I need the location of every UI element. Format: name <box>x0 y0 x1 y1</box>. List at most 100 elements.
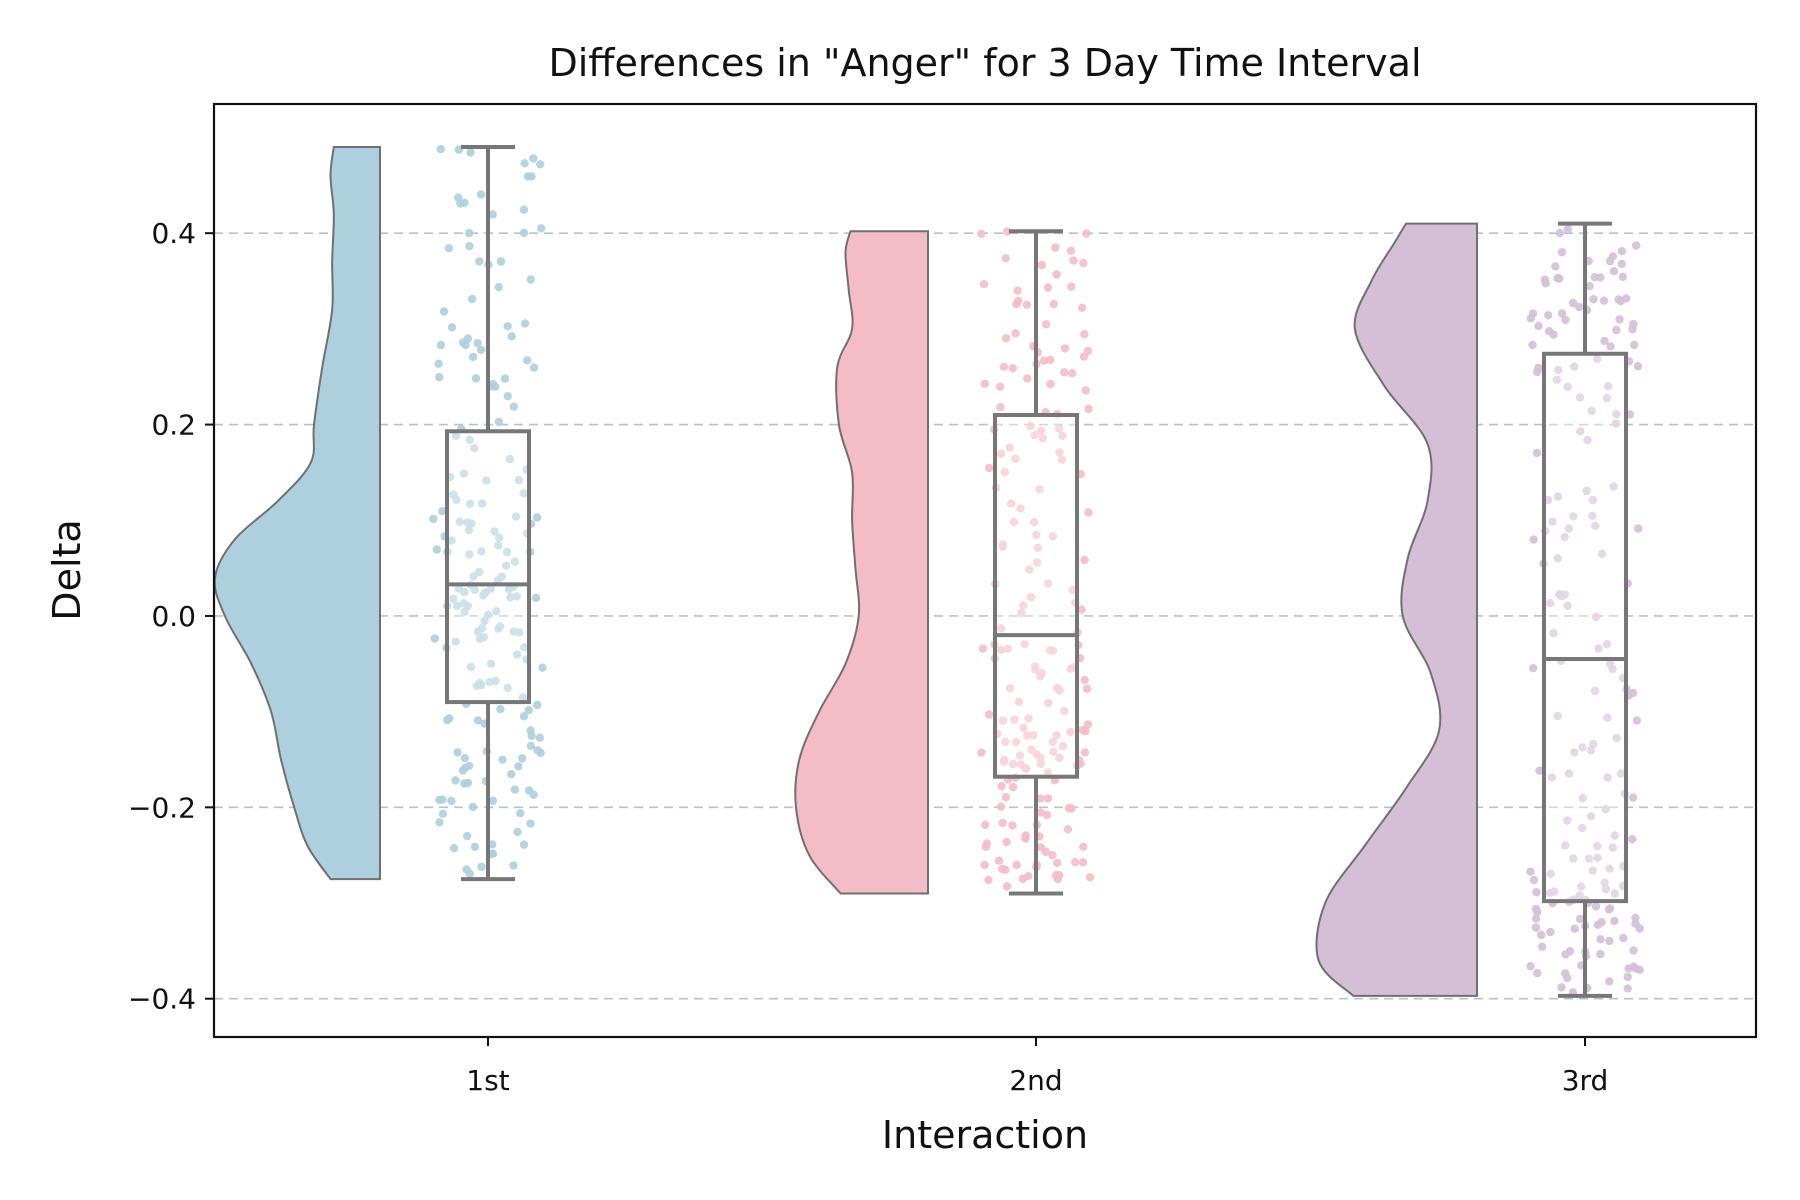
jitter-point <box>1591 612 1601 622</box>
jitter-point <box>1616 769 1626 778</box>
jitter-point <box>444 244 454 253</box>
jitter-points-1st <box>429 144 547 878</box>
jitter-point <box>494 282 503 292</box>
jitter-point <box>1030 431 1040 440</box>
jitter-point <box>1593 841 1602 851</box>
jitter-point <box>1029 518 1039 527</box>
jitter-point <box>1604 382 1613 391</box>
jitter-point <box>1048 646 1058 655</box>
jitter-point <box>1081 386 1091 395</box>
jitter-point <box>1548 517 1557 526</box>
jitter-point <box>1602 393 1612 403</box>
jitter-point <box>1041 320 1051 329</box>
jitter-point <box>536 160 545 169</box>
jitter-point <box>468 294 477 304</box>
jitter-point <box>1531 923 1541 932</box>
jitter-point <box>1533 968 1542 978</box>
jitter-point <box>1615 315 1624 324</box>
jitter-point <box>1560 590 1570 599</box>
jitter-point <box>488 210 497 219</box>
jitter-point <box>1529 535 1538 544</box>
jitter-point <box>507 332 516 341</box>
jitter-point <box>495 622 505 631</box>
jitter-point <box>447 323 457 332</box>
jitter-point <box>463 334 473 343</box>
jitter-point <box>1623 984 1632 993</box>
jitter-point <box>473 338 482 348</box>
jitter-point <box>980 379 989 388</box>
jitter-point <box>1010 715 1019 724</box>
jitter-point <box>434 359 443 368</box>
jitter-point <box>1042 810 1052 820</box>
jitter-point <box>1597 549 1607 558</box>
jitter-point <box>529 363 539 372</box>
jitter-point <box>1060 344 1070 353</box>
jitter-point <box>471 374 481 383</box>
x-axis-ticks: 1st 2nd 3rd <box>466 1037 1608 1097</box>
jitter-point <box>512 512 521 521</box>
boxplot-3rd <box>1542 221 1628 998</box>
jitter-point <box>449 490 458 499</box>
jitter-point <box>1001 334 1011 343</box>
jitter-point <box>498 755 507 764</box>
jitter-point <box>531 593 541 603</box>
plot-frame <box>212 102 1758 1039</box>
jitter-point <box>519 228 529 238</box>
jitter-point <box>1532 888 1541 897</box>
jitter-point <box>1537 930 1546 940</box>
jitter-point <box>1048 850 1057 860</box>
jitter-point <box>997 782 1006 791</box>
jitter-point <box>1001 865 1010 874</box>
jitter-point <box>1622 294 1631 303</box>
jitter-point <box>1009 517 1019 527</box>
jitter-point <box>1067 282 1076 291</box>
jitter-point <box>1534 321 1543 331</box>
jitter-point <box>509 402 518 411</box>
jitter-point <box>1631 913 1640 922</box>
box-iqr <box>1542 351 1628 904</box>
jitter-point <box>1546 869 1556 878</box>
x-tick-label: 3rd <box>1562 1064 1609 1097</box>
boxplot-1st <box>445 145 531 882</box>
jitter-point <box>1066 727 1075 737</box>
jitter-point <box>477 862 486 871</box>
jitter-point <box>1008 364 1017 373</box>
jitter-point <box>1635 924 1645 933</box>
jitter-point <box>451 431 461 440</box>
jitter-point <box>1629 946 1638 955</box>
y-axis-ticks: −0.4 −0.2 0.0 0.2 0.4 <box>128 217 214 1016</box>
jitter-point <box>1055 753 1064 763</box>
jitter-point <box>447 796 456 806</box>
jitter-point <box>1612 325 1621 335</box>
jitter-point <box>1051 243 1060 252</box>
jitter-point <box>1043 283 1053 292</box>
jitter-point <box>538 663 547 672</box>
jitter-point <box>1036 843 1046 852</box>
jitter-point <box>1557 309 1567 318</box>
jitter-point <box>1008 782 1018 792</box>
jitter-point <box>1080 748 1090 757</box>
jitter-point <box>1563 382 1572 392</box>
jitter-point <box>460 607 469 616</box>
jitter-point <box>1593 853 1602 862</box>
jitter-point <box>1084 404 1093 414</box>
jitter-point <box>1016 760 1026 769</box>
jitter-point <box>1036 426 1046 435</box>
jitter-point <box>1060 706 1069 716</box>
jitter-point <box>996 449 1006 458</box>
jitter-point <box>1014 697 1024 707</box>
jitter-point <box>1063 825 1073 834</box>
jitter-point <box>1544 311 1553 320</box>
jitter-point <box>1570 748 1579 757</box>
jitter-point <box>1617 247 1627 256</box>
jitter-point <box>1008 759 1018 769</box>
jitter-point <box>1628 793 1638 802</box>
jitter-point <box>1043 768 1053 777</box>
jitter-point <box>1001 254 1010 263</box>
jitter-point <box>998 542 1007 552</box>
jitter-point <box>985 463 994 473</box>
jitter-point <box>1628 325 1637 334</box>
jitter-point <box>1079 842 1088 851</box>
chart-title: Differences in "Anger" for 3 Day Time In… <box>548 41 1421 85</box>
jitter-point <box>1563 816 1572 825</box>
